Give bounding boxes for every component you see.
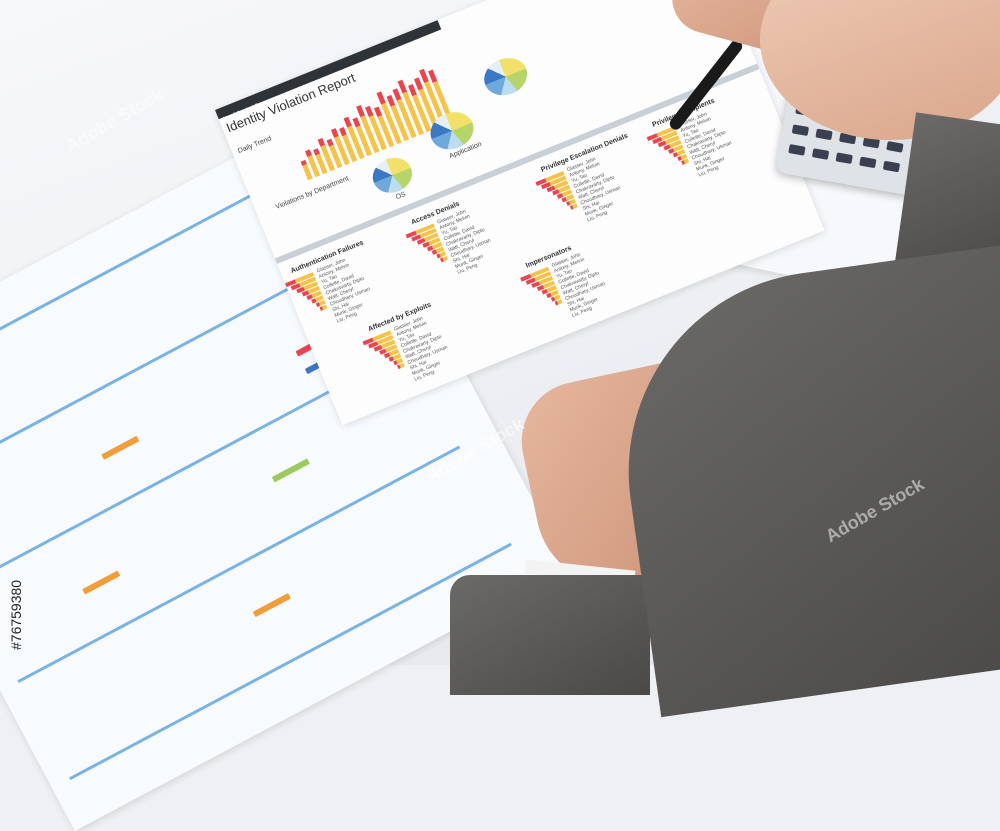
calculator-key <box>886 141 904 153</box>
section-bar <box>396 362 405 370</box>
calculator-key <box>788 144 806 156</box>
chart-bar <box>271 458 310 483</box>
name-list: Glasser, John Antony, Melvin Yu, Tao Collet… <box>436 204 498 276</box>
suit-sleeve <box>450 575 650 695</box>
calculator-key <box>811 148 830 160</box>
name-list: Glasser, John Antony, Melvin Yu, Tao Collet… <box>316 253 378 324</box>
chart-bar <box>252 593 291 618</box>
calculator-key <box>835 152 853 165</box>
calculator-key <box>791 124 810 136</box>
calculator-key <box>815 128 833 141</box>
table-rule <box>69 542 512 781</box>
daily-trend-label: Daily Trend <box>237 135 273 156</box>
os-pie-label: OS <box>394 191 407 202</box>
os-pie-chart <box>367 152 418 199</box>
section-bar <box>554 299 563 306</box>
section-bar <box>681 158 690 165</box>
calculator-key <box>882 160 901 173</box>
violations-by-department-label: Violations by Department <box>274 175 350 211</box>
stock-id: #76759380 <box>8 579 24 650</box>
chart-bar <box>101 435 140 460</box>
name-list: Glasser, John Antony, Melvin Yu, Tao Collet… <box>393 311 455 383</box>
name-list: Glasser, John Antony, Melvin Yu, Tao Collet… <box>551 247 613 319</box>
chart-bar <box>82 570 121 595</box>
watermark: Adobe Stock <box>62 83 168 157</box>
suit-body <box>602 242 1000 718</box>
section-bar <box>569 203 578 210</box>
name-list: Glasser, John Antony, Melvin Yu, Tao Collet… <box>566 152 628 223</box>
table-rule <box>17 445 461 684</box>
section-bar <box>440 255 449 263</box>
section-bar <box>319 304 328 311</box>
pie-chart <box>478 51 533 102</box>
calculator-key <box>859 156 877 169</box>
